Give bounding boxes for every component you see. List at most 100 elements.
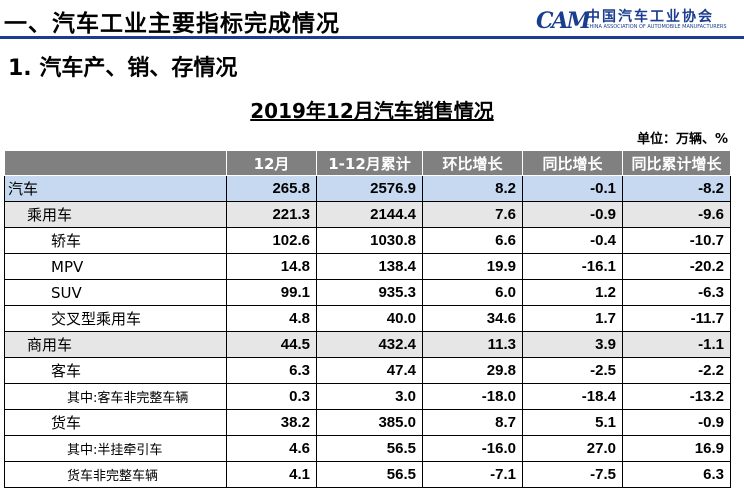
column-header: 环比增长 [422,150,523,176]
cell-ytd: 432.4 [316,331,423,358]
cell-yoy: -16.1 [522,253,623,280]
cell-mom: -7.1 [422,461,523,488]
row-label: 货车 [4,409,227,436]
cell-ytd: 385.0 [316,409,423,436]
cell-mom: 6.0 [422,279,523,306]
cell-ytd: 56.5 [316,435,423,462]
cell-ytd: 1030.8 [316,227,423,254]
cell-yoy: -2.5 [522,357,623,384]
table-row: SUV 99.1 935.3 6.0 1.2 -6.3 [4,279,731,306]
section-title: 一、汽车工业主要指标完成情况 [4,11,340,37]
cell-ytd: 3.0 [316,383,423,410]
table-row: 轿车 102.6 1030.8 6.6 -0.4 -10.7 [4,227,731,254]
cell-yoy-cum: -20.2 [622,253,731,280]
cell-yoy: 1.7 [522,305,623,332]
table-row: 商用车 44.5 432.4 11.3 3.9 -1.1 [4,331,731,358]
cell-mom: 19.9 [422,253,523,280]
cell-dec: 4.1 [226,461,317,488]
cell-yoy-cum: 16.9 [622,435,731,462]
row-label: 商用车 [4,331,227,358]
column-header: 12月 [226,150,317,176]
cell-yoy-cum: -9.6 [622,201,731,228]
logo-mark-icon: CAM [536,8,591,34]
cell-dec: 265.8 [226,175,317,202]
cell-yoy: -0.1 [522,175,623,202]
cell-yoy: -18.4 [522,383,623,410]
cell-ytd: 2144.4 [316,201,423,228]
cell-ytd: 935.3 [316,279,423,306]
cell-dec: 6.3 [226,357,317,384]
row-label: 其中:客车非完整车辆 [4,383,227,410]
cell-mom: 8.2 [422,175,523,202]
row-label: 交叉型乘用车 [4,305,227,332]
cell-dec: 38.2 [226,409,317,436]
cell-yoy-cum: -10.7 [622,227,731,254]
cell-yoy-cum: -8.2 [622,175,731,202]
unit-label: 单位：万辆、% [636,132,728,147]
row-label: 其中:半挂牵引车 [4,435,227,462]
cell-yoy: 27.0 [522,435,623,462]
cell-yoy: -0.9 [522,201,623,228]
cell-yoy-cum: -6.3 [622,279,731,306]
cell-mom: 34.6 [422,305,523,332]
cell-yoy-cum: -2.2 [622,357,731,384]
table-row: MPV 14.8 138.4 19.9 -16.1 -20.2 [4,253,731,280]
row-label: 货车非完整车辆 [4,461,227,488]
cell-mom: -18.0 [422,383,523,410]
cell-yoy-cum: -11.7 [622,305,731,332]
cell-ytd: 2576.9 [316,175,423,202]
cell-mom: 8.7 [422,409,523,436]
table-row: 交叉型乘用车 4.8 40.0 34.6 1.7 -11.7 [4,305,731,332]
cell-yoy: -0.4 [522,227,623,254]
cell-yoy-cum: -0.9 [622,409,731,436]
cell-yoy-cum: -1.1 [622,331,731,358]
table-title: 2019年12月汽车销售情况 [250,99,494,123]
subsection-title: 1. 汽车产、销、存情况 [8,56,238,81]
cell-dec: 4.8 [226,305,317,332]
row-label: 客车 [4,357,227,384]
table-row: 客车 6.3 47.4 29.8 -2.5 -2.2 [4,357,731,384]
cell-mom: 6.6 [422,227,523,254]
cell-dec: 99.1 [226,279,317,306]
cell-mom: 29.8 [422,357,523,384]
table-row: 汽车 265.8 2576.9 8.2 -0.1 -8.2 [4,175,731,202]
cell-mom: -16.0 [422,435,523,462]
cell-ytd: 40.0 [316,305,423,332]
cell-yoy-cum: -13.2 [622,383,731,410]
caam-logo: CAM 中国汽车工业协会 CHINA ASSOCIATION OF AUTOMO… [536,6,740,34]
cell-dec: 0.3 [226,383,317,410]
cell-yoy-cum: 6.3 [622,461,731,488]
table-header-row: 12月 1-12月累计 环比增长 同比增长 同比累计增长 [4,150,731,176]
cell-dec: 221.3 [226,201,317,228]
cell-mom: 7.6 [422,201,523,228]
sales-table: 12月 1-12月累计 环比增长 同比增长 同比累计增长 汽车 265.8 2576… [4,150,731,488]
cell-yoy: -7.5 [522,461,623,488]
column-header: 1-12月累计 [316,150,423,176]
column-header [4,150,227,176]
row-label: MPV [4,253,227,280]
column-header: 同比累计增长 [622,150,731,176]
cell-ytd: 56.5 [316,461,423,488]
cell-dec: 102.6 [226,227,317,254]
table-row: 乘用车 221.3 2144.4 7.6 -0.9 -9.6 [4,201,731,228]
table-row: 货车 38.2 385.0 8.7 5.1 -0.9 [4,409,731,436]
cell-yoy: 3.9 [522,331,623,358]
cell-dec: 4.6 [226,435,317,462]
table-row: 其中:半挂牵引车 4.6 56.5 -16.0 27.0 16.9 [4,435,731,462]
row-label: SUV [4,279,227,306]
row-label: 乘用车 [4,201,227,228]
title-divider [0,36,744,39]
row-label: 轿车 [4,227,227,254]
cell-dec: 44.5 [226,331,317,358]
cell-dec: 14.8 [226,253,317,280]
cell-yoy: 1.2 [522,279,623,306]
table-row: 其中:客车非完整车辆 0.3 3.0 -18.0 -18.4 -13.2 [4,383,731,410]
table-row: 货车非完整车辆 4.1 56.5 -7.1 -7.5 6.3 [4,461,731,488]
logo-english-name: CHINA ASSOCIATION OF AUTOMOBILE MANUFACT… [586,24,727,30]
logo-chinese-name: 中国汽车工业协会 [586,9,714,25]
row-label: 汽车 [4,175,227,202]
cell-ytd: 47.4 [316,357,423,384]
column-header: 同比增长 [522,150,623,176]
cell-yoy: 5.1 [522,409,623,436]
cell-mom: 11.3 [422,331,523,358]
